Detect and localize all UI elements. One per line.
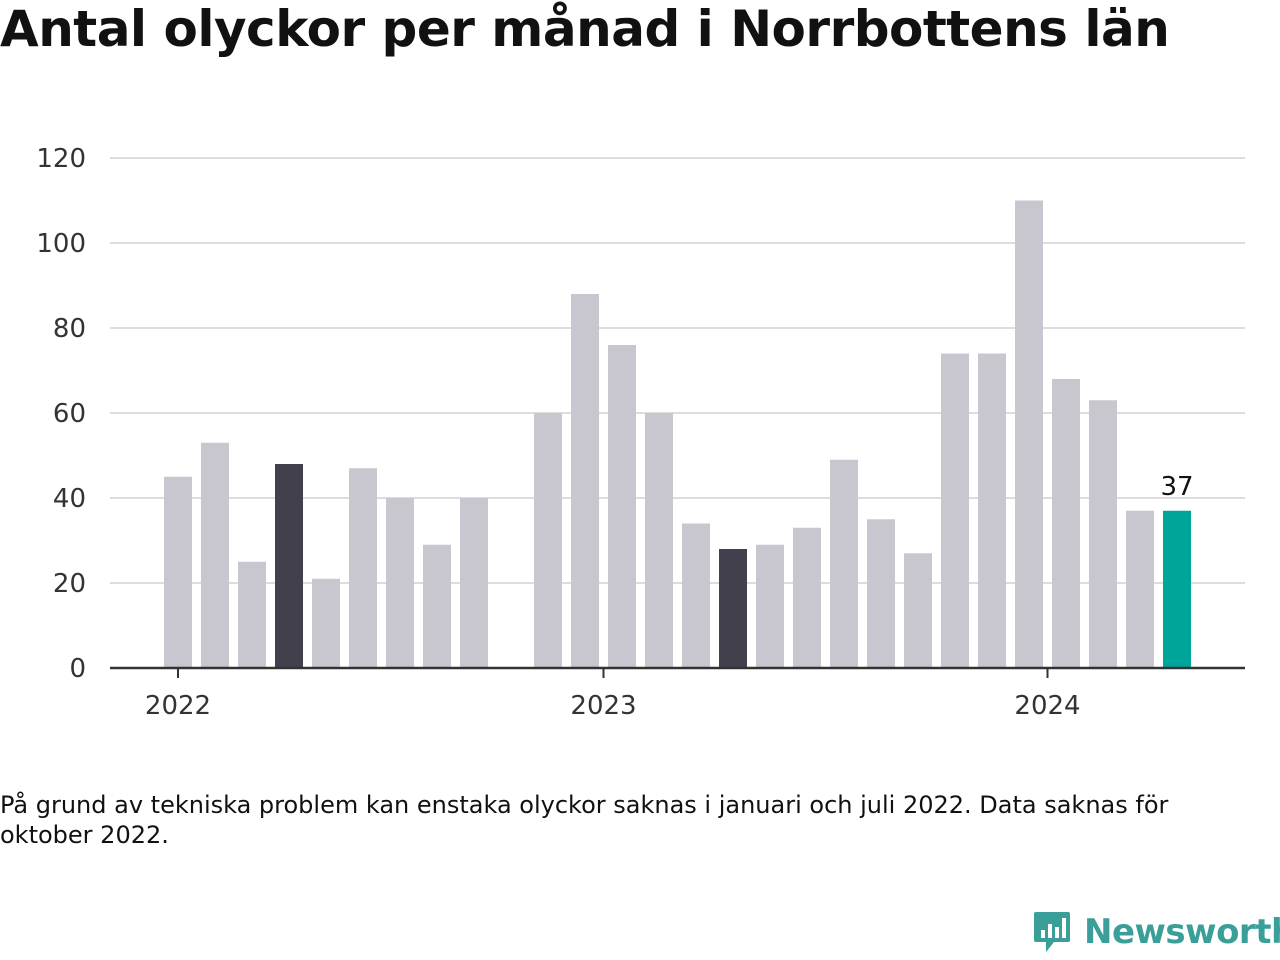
- data-labels: 37: [1160, 472, 1193, 502]
- y-tick-label: 120: [36, 144, 86, 174]
- bar: [1163, 510, 1191, 668]
- bar-chart-speech-bubble-icon: [1034, 912, 1070, 952]
- y-tick-label: 100: [36, 229, 86, 259]
- x-tick-label: 2023: [570, 691, 636, 721]
- bar: [645, 413, 673, 668]
- bar: [460, 498, 488, 668]
- bar: [423, 544, 451, 668]
- bar: [719, 549, 747, 668]
- y-tick-label: 0: [69, 654, 86, 684]
- bar: [978, 353, 1006, 668]
- y-axis-ticks: 0 20 40 60 80 100 120: [36, 144, 86, 684]
- bar: [238, 561, 266, 668]
- bar: [312, 578, 340, 668]
- x-axis: 2022 2023 2024: [110, 666, 1245, 721]
- y-tick-label: 40: [53, 484, 86, 514]
- bar: [756, 544, 784, 668]
- x-tick-label: 2022: [145, 691, 211, 721]
- bar: [1052, 379, 1080, 668]
- y-tick-label: 60: [53, 399, 86, 429]
- bar: [1015, 200, 1043, 668]
- chart-title: Antal olyckor per månad i Norrbottens lä…: [0, 0, 1170, 58]
- x-tick-label: 2024: [1014, 691, 1080, 721]
- bar: [571, 294, 599, 668]
- bar: [1126, 510, 1154, 668]
- bar: [941, 353, 969, 668]
- bar-chart: 0 20 40 60 80 100 120 2022 2023 2024 37: [36, 144, 1245, 721]
- y-tick-label: 80: [53, 314, 86, 344]
- bar: [275, 464, 303, 668]
- bar: [164, 476, 192, 668]
- newsworthy-logo: Newsworthy: [1032, 910, 1280, 954]
- bar: [386, 498, 414, 668]
- logo-text: Newsworthy: [1084, 912, 1280, 952]
- footnote: På grund av tekniska problem kan enstaka…: [0, 791, 1169, 849]
- bar: [349, 468, 377, 668]
- bar: [830, 459, 858, 668]
- bar: [201, 442, 229, 668]
- y-tick-label: 20: [53, 569, 86, 599]
- bars: [164, 200, 1191, 668]
- bar: [1089, 400, 1117, 668]
- bar: [867, 519, 895, 668]
- data-label: 37: [1160, 472, 1193, 502]
- bar: [682, 523, 710, 668]
- bar: [904, 553, 932, 668]
- bar: [793, 527, 821, 668]
- bar: [608, 345, 636, 668]
- bar: [534, 413, 562, 668]
